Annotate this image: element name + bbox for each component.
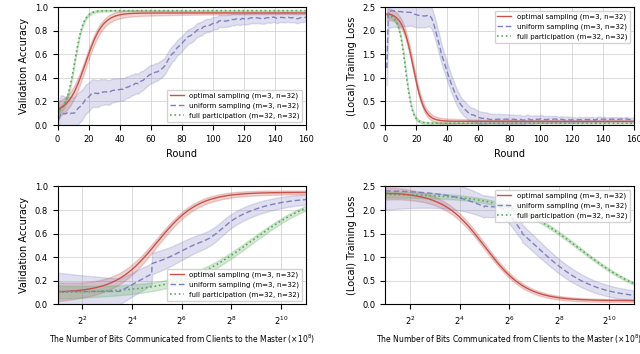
uniform sampling (m=3, n=32) (55, 118, 63, 122)
optimal sampling (m=3, n=32) (302, 11, 310, 15)
Line: uniform sampling (m=3, n=32): uniform sampling (m=3, n=32) (387, 11, 634, 120)
full participation (m=32, n=32) (125, 8, 133, 13)
uniform sampling (m=3, n=32) (454, 98, 462, 102)
Legend: optimal sampling (m=3, n=32), uniform sampling (m=3, n=32), full participation (: optimal sampling (m=3, n=32), uniform sa… (495, 190, 630, 222)
Legend: optimal sampling (m=3, n=32), uniform sampling (m=3, n=32), full participation (: optimal sampling (m=3, n=32), uniform sa… (167, 90, 303, 122)
full participation (m=32, n=32) (302, 8, 310, 13)
optimal sampling (m=3, n=32) (383, 12, 390, 16)
uniform sampling (m=3, n=32) (588, 117, 596, 121)
uniform sampling (m=3, n=32) (269, 15, 277, 19)
uniform sampling (m=3, n=32) (630, 117, 637, 121)
full participation (m=32, n=32) (453, 121, 461, 125)
full participation (m=32, n=32) (529, 121, 536, 125)
uniform sampling (m=3, n=32) (192, 29, 200, 34)
uniform sampling (m=3, n=32) (546, 117, 554, 121)
optimal sampling (m=3, n=32) (105, 17, 113, 22)
optimal sampling (m=3, n=32) (125, 11, 133, 16)
optimal sampling (m=3, n=32) (433, 118, 440, 122)
optimal sampling (m=3, n=32) (614, 119, 622, 124)
optimal sampling (m=3, n=32) (290, 11, 298, 15)
X-axis label: Round: Round (166, 149, 197, 159)
full participation (m=32, n=32) (215, 8, 223, 13)
full participation (m=32, n=32) (545, 121, 552, 125)
Y-axis label: Validation Accuracy: Validation Accuracy (19, 198, 29, 293)
optimal sampling (m=3, n=32) (257, 11, 265, 15)
optimal sampling (m=3, n=32) (192, 11, 200, 15)
optimal sampling (m=3, n=32) (215, 11, 223, 15)
Legend: optimal sampling (m=3, n=32), uniform sampling (m=3, n=32), full participation (: optimal sampling (m=3, n=32), uniform sa… (167, 269, 303, 301)
full participation (m=32, n=32) (619, 121, 627, 125)
optimal sampling (m=3, n=32) (543, 119, 550, 124)
full participation (m=32, n=32) (192, 8, 200, 13)
X-axis label: Round: Round (494, 149, 525, 159)
X-axis label: The Number of Bits Communicated from Clients to the Master ($\times10^8$): The Number of Bits Communicated from Cli… (376, 332, 640, 346)
uniform sampling (m=3, n=32) (520, 118, 527, 122)
uniform sampling (m=3, n=32) (105, 90, 113, 95)
optimal sampling (m=3, n=32) (585, 119, 593, 124)
full participation (m=32, n=32) (520, 121, 527, 125)
Line: optimal sampling (m=3, n=32): optimal sampling (m=3, n=32) (387, 14, 634, 121)
Line: uniform sampling (m=3, n=32): uniform sampling (m=3, n=32) (59, 17, 306, 120)
Y-axis label: (Local) Training Loss: (Local) Training Loss (347, 16, 357, 116)
full participation (m=32, n=32) (259, 8, 266, 13)
uniform sampling (m=3, n=32) (125, 85, 133, 89)
uniform sampling (m=3, n=32) (620, 118, 628, 122)
X-axis label: The Number of Bits Communicated from Clients to the Master ($\times10^8$): The Number of Bits Communicated from Cli… (49, 332, 315, 346)
optimal sampling (m=3, n=32) (453, 119, 461, 124)
uniform sampling (m=3, n=32) (291, 16, 299, 20)
Y-axis label: (Local) Training Loss: (Local) Training Loss (347, 196, 357, 295)
Line: full participation (m=32, n=32): full participation (m=32, n=32) (387, 15, 634, 123)
uniform sampling (m=3, n=32) (302, 15, 310, 19)
Legend: optimal sampling (m=3, n=32), uniform sampling (m=3, n=32), full participation (: optimal sampling (m=3, n=32), uniform sa… (495, 11, 630, 42)
full participation (m=32, n=32) (630, 121, 637, 125)
optimal sampling (m=3, n=32) (520, 119, 527, 124)
Y-axis label: Validation Accuracy: Validation Accuracy (19, 18, 29, 114)
full participation (m=32, n=32) (383, 13, 390, 17)
uniform sampling (m=3, n=32) (389, 8, 397, 13)
full participation (m=32, n=32) (291, 8, 299, 13)
uniform sampling (m=3, n=32) (257, 16, 265, 21)
uniform sampling (m=3, n=32) (215, 19, 223, 23)
Line: optimal sampling (m=3, n=32): optimal sampling (m=3, n=32) (59, 13, 306, 109)
optimal sampling (m=3, n=32) (630, 119, 637, 124)
optimal sampling (m=3, n=32) (55, 107, 63, 111)
full participation (m=32, n=32) (105, 8, 113, 13)
Line: full participation (m=32, n=32): full participation (m=32, n=32) (59, 11, 306, 110)
uniform sampling (m=3, n=32) (435, 38, 442, 42)
full participation (m=32, n=32) (55, 108, 63, 112)
optimal sampling (m=3, n=32) (619, 119, 627, 124)
full participation (m=32, n=32) (433, 121, 440, 125)
full participation (m=32, n=32) (586, 121, 594, 125)
full participation (m=32, n=32) (234, 8, 241, 13)
uniform sampling (m=3, n=32) (523, 117, 531, 121)
uniform sampling (m=3, n=32) (383, 66, 390, 70)
